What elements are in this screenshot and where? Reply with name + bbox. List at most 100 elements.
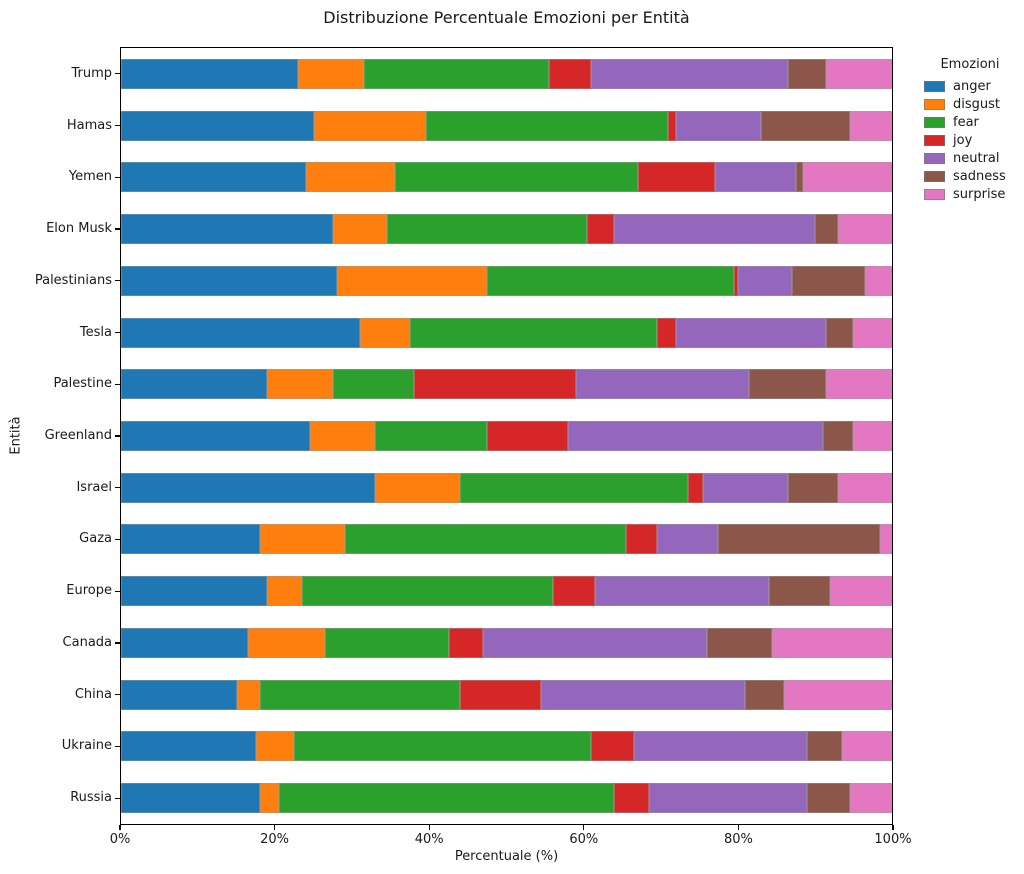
- bar-segment-israel-disgust: [375, 472, 461, 503]
- bar-row-israel: [121, 472, 892, 503]
- bar-segment-tesla-sadness: [826, 317, 854, 348]
- legend-label-neutral: neutral: [953, 150, 1000, 166]
- bar-segment-gaza-disgust: [259, 524, 345, 555]
- x-tick-mark: [737, 825, 739, 830]
- bar-segment-palestine-sadness: [749, 369, 827, 400]
- bar-segment-israel-neutral: [703, 472, 788, 503]
- legend-entries: anger disgust fear joy neutral sadness surpris…: [918, 77, 1022, 203]
- bar-segment-trump-fear: [363, 58, 549, 89]
- bar-segment-europe-joy: [552, 576, 596, 607]
- y-tick-mark: [115, 228, 120, 230]
- bar-segment-trump-anger: [121, 58, 299, 89]
- bar-segment-yemen-fear: [394, 162, 638, 193]
- y-tick-mark: [115, 745, 120, 747]
- legend-entry-anger: anger: [918, 77, 1022, 95]
- bar-segment-elon-musk-disgust: [333, 214, 387, 245]
- y-tick-mark: [115, 797, 120, 799]
- bar-segment-gaza-sadness: [718, 524, 881, 555]
- bar-segment-palestinians-anger: [121, 265, 337, 296]
- legend-swatch-joy: [924, 134, 945, 146]
- bar-segment-russia-fear: [279, 783, 615, 814]
- bar-segment-ukraine-neutral: [633, 731, 808, 762]
- bar-segment-elon-musk-joy: [587, 214, 615, 245]
- y-tick-mark: [115, 694, 120, 696]
- bar-segment-tesla-neutral: [676, 317, 827, 348]
- chart-title: Distribuzione Percentuale Emozioni per E…: [323, 8, 690, 27]
- x-tick-label-0: 0%: [109, 832, 131, 847]
- bar-segment-elon-musk-sadness: [814, 214, 838, 245]
- bar-segment-china-disgust: [236, 679, 260, 710]
- bar-row-china: [121, 679, 892, 710]
- bar-segment-hamas-anger: [121, 110, 314, 141]
- bar-segment-europe-surprise: [830, 576, 892, 607]
- y-tick-mark: [115, 383, 120, 385]
- y-tick-label-gaza: Gaza: [79, 531, 112, 547]
- bar-segment-ukraine-fear: [294, 731, 592, 762]
- bar-segment-ukraine-surprise: [841, 731, 892, 762]
- bar-row-hamas: [121, 110, 892, 141]
- legend-label-sadness: sadness: [953, 168, 1006, 184]
- bar-segment-palestine-neutral: [575, 369, 750, 400]
- bar-segment-hamas-joy: [668, 110, 677, 141]
- bar-segment-palestine-surprise: [826, 369, 892, 400]
- bar-segment-russia-disgust: [259, 783, 280, 814]
- legend-label-fear: fear: [953, 114, 979, 130]
- bar-segment-greenland-neutral: [568, 421, 823, 451]
- y-tick-label-ukraine: Ukraine: [61, 738, 112, 754]
- bar-segment-trump-surprise: [826, 58, 892, 89]
- bar-segment-greenland-joy: [487, 421, 569, 451]
- bar-segment-elon-musk-fear: [386, 214, 588, 245]
- legend-entry-fear: fear: [918, 113, 1022, 131]
- bar-segment-hamas-fear: [425, 110, 669, 141]
- bar-segment-gaza-fear: [344, 524, 626, 555]
- bar-segment-europe-disgust: [267, 576, 303, 607]
- bar-segment-russia-surprise: [849, 783, 892, 814]
- bar-segment-elon-musk-neutral: [614, 214, 815, 245]
- bar-segment-ukraine-sadness: [807, 731, 842, 762]
- bar-segment-russia-sadness: [807, 783, 850, 814]
- bar-segment-hamas-surprise: [849, 110, 892, 141]
- legend-label-joy: joy: [953, 132, 973, 148]
- bar-segment-tesla-surprise: [853, 317, 892, 348]
- bar-row-europe: [121, 576, 892, 607]
- bar-segment-trump-disgust: [298, 58, 364, 89]
- legend-swatch-neutral: [924, 152, 945, 164]
- bar-row-russia: [121, 783, 892, 814]
- bar-row-elon-musk: [121, 214, 892, 245]
- bar-segment-gaza-neutral: [656, 524, 719, 555]
- x-axis-label: Percentuale (%): [454, 849, 559, 864]
- bar-segment-yemen-disgust: [306, 162, 395, 193]
- y-tick-label-yemen: Yemen: [68, 169, 112, 185]
- bar-row-palestine: [121, 369, 892, 400]
- bar-segment-canada-surprise: [772, 627, 892, 658]
- x-tick-mark: [583, 825, 585, 830]
- y-tick-label-palestinians: Palestinians: [34, 272, 112, 288]
- bar-segment-palestinians-neutral: [737, 265, 792, 296]
- bar-segment-tesla-joy: [656, 317, 677, 348]
- bar-segment-greenland-surprise: [853, 421, 892, 451]
- legend-swatch-fear: [924, 116, 945, 128]
- bar-segment-trump-sadness: [787, 58, 827, 89]
- bar-segment-palestinians-surprise: [864, 265, 892, 296]
- bar-segment-europe-sadness: [768, 576, 831, 607]
- bar-segment-europe-anger: [121, 576, 268, 607]
- bar-segment-russia-joy: [614, 783, 650, 814]
- bar-segment-canada-anger: [121, 627, 249, 658]
- bar-segment-china-surprise: [784, 679, 892, 710]
- bar-segment-israel-fear: [460, 472, 688, 503]
- x-tick-mark: [892, 825, 894, 830]
- bar-row-ukraine: [121, 731, 892, 762]
- legend-swatch-anger: [924, 80, 945, 92]
- bar-segment-yemen-joy: [637, 162, 715, 193]
- y-tick-label-canada: Canada: [62, 634, 112, 650]
- legend-label-surprise: surprise: [953, 186, 1006, 202]
- bar-segment-tesla-anger: [121, 317, 360, 348]
- bar-row-yemen: [121, 162, 892, 193]
- bar-segment-palestinians-fear: [487, 265, 734, 296]
- bar-segment-trump-joy: [548, 58, 592, 89]
- bar-segment-yemen-neutral: [714, 162, 796, 193]
- y-tick-label-china: China: [74, 686, 112, 702]
- bar-segment-ukraine-anger: [121, 731, 256, 762]
- x-tick-label-20: 20%: [260, 832, 290, 847]
- y-tick-label-russia: Russia: [70, 790, 112, 806]
